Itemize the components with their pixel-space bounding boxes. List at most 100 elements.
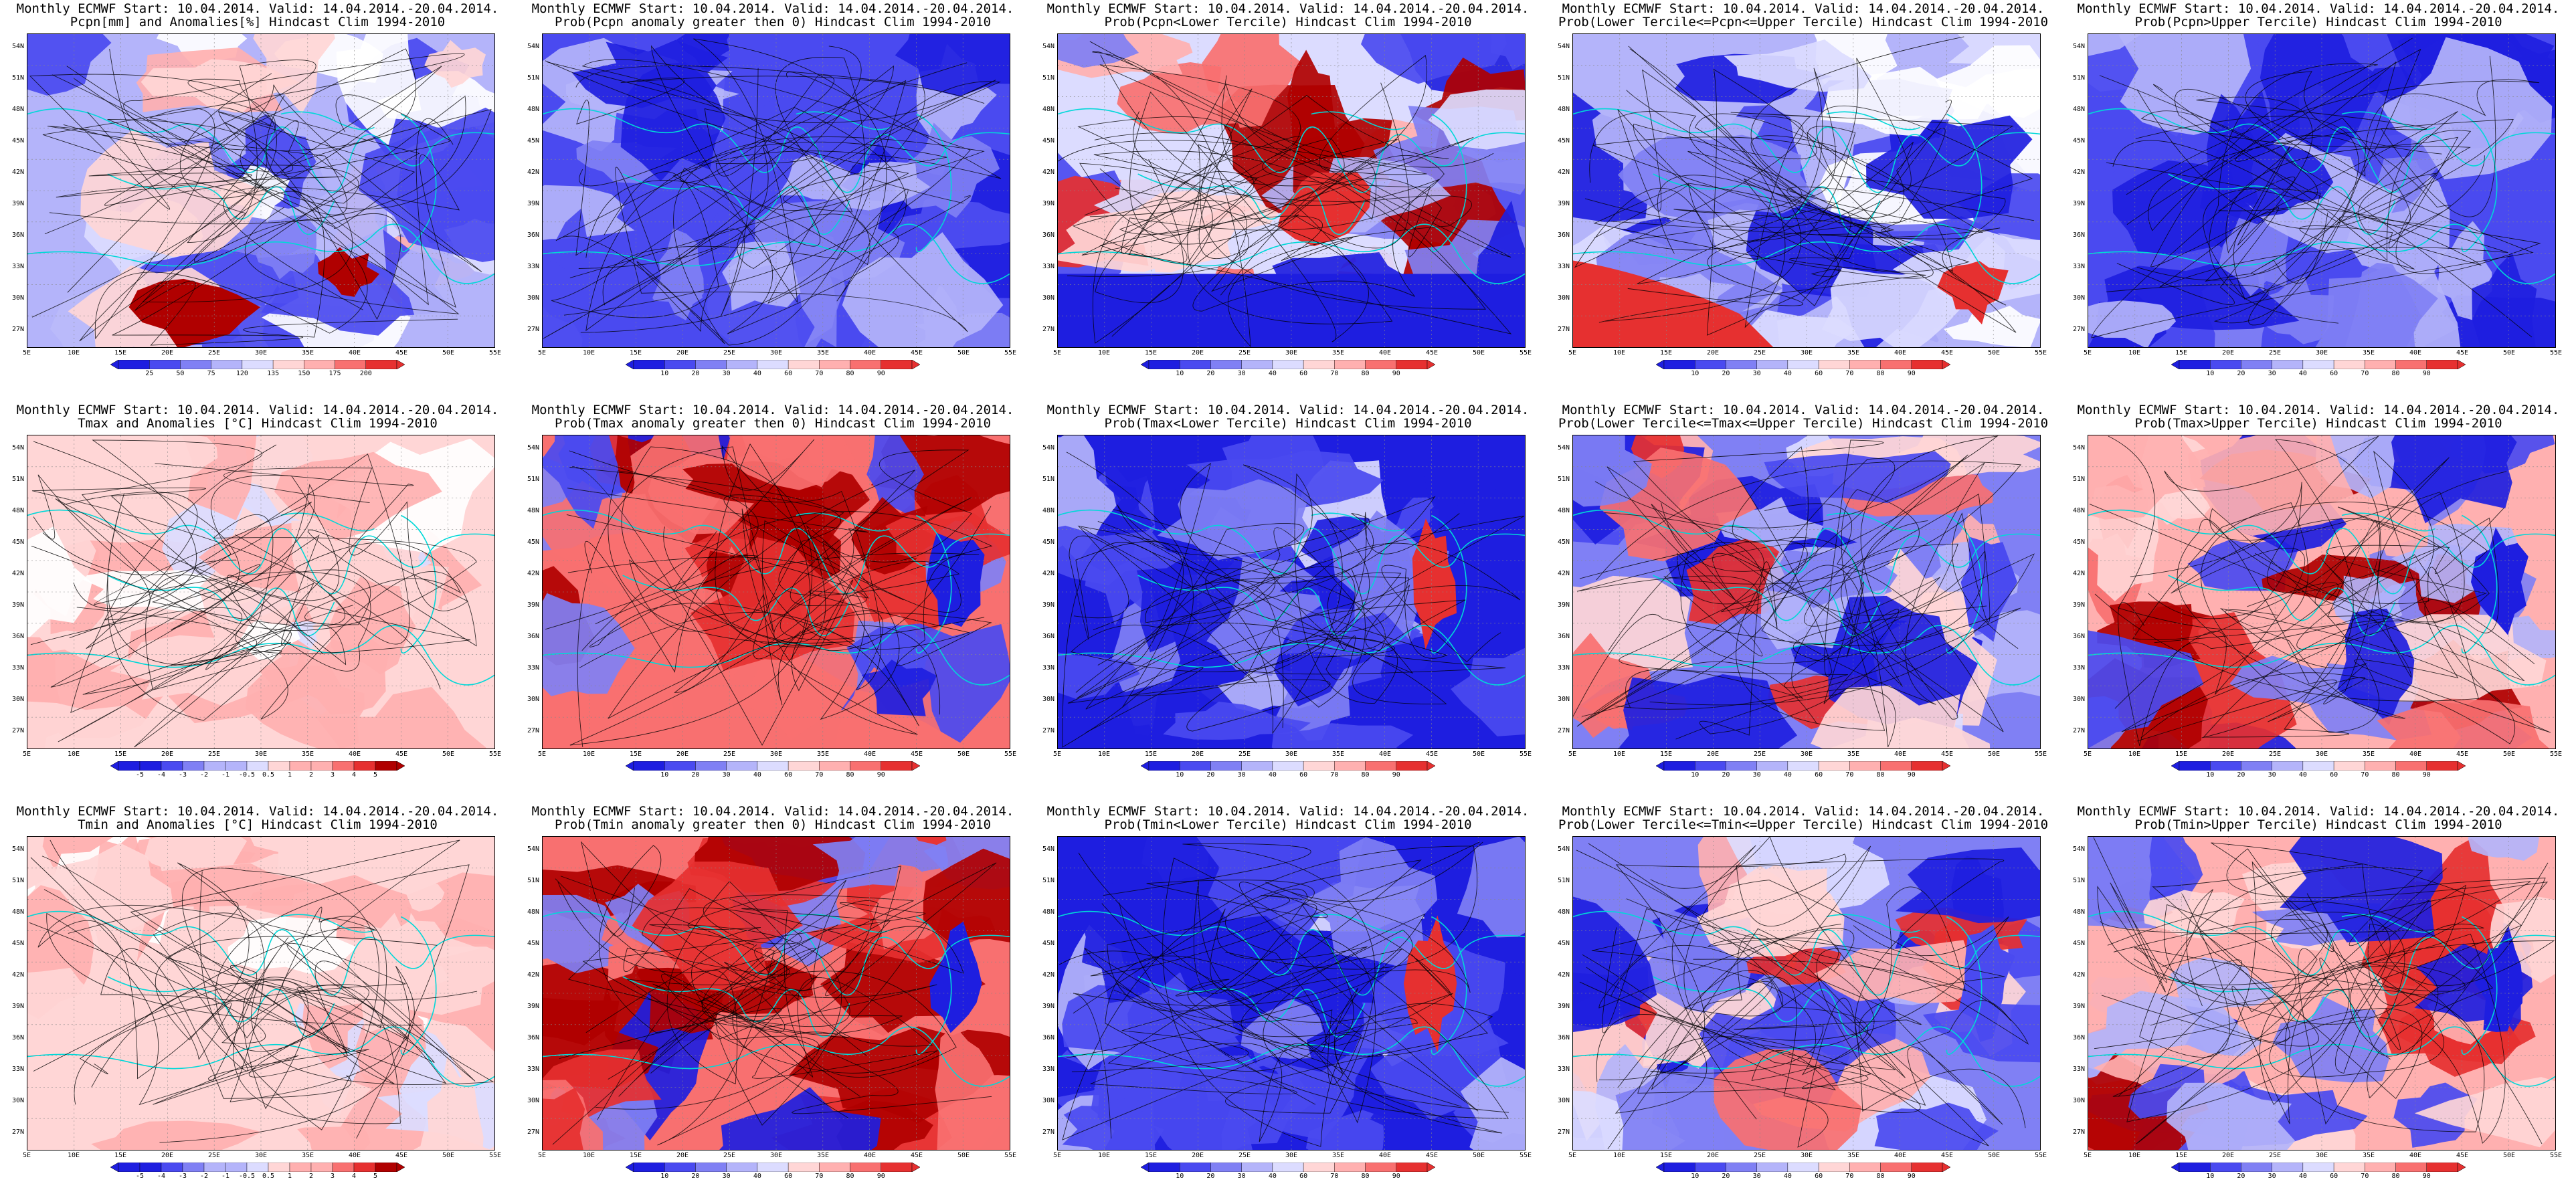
colorbar-tick-label: 80 <box>1876 370 1885 377</box>
longitude-tick-label: 10E <box>2128 349 2141 357</box>
panel-title-line2: Pcpn[mm] and Anomalies[%] Hindcast Clim … <box>70 15 446 29</box>
colorbar-tick-label: 75 <box>207 370 215 377</box>
colorbar-tick-label: -3 <box>178 1173 187 1180</box>
longitude-tick-label: 5E <box>537 750 547 758</box>
latitude-tick-label: 54N <box>2072 444 2085 452</box>
latitude-tick-label: 33N <box>1042 664 1054 672</box>
latitude-tick-label: 45N <box>1042 940 1054 947</box>
longitude-tick-label: 45E <box>2456 1152 2469 1159</box>
colorbar-tick-label: 70 <box>815 771 824 779</box>
colorbar <box>1656 761 1950 771</box>
colorbar-tick-label: -1 <box>221 771 230 779</box>
colorbar-tick-label: 60 <box>1815 370 1823 377</box>
latitude-tick-label: 33N <box>1557 263 1570 270</box>
longitude-tick-label: 50E <box>442 349 455 357</box>
panel-title-line1: Monthly ECMWF Start: 10.04.2014. Valid: … <box>2077 403 2560 417</box>
latitude-tick-label: 48N <box>1042 908 1054 916</box>
colorbar-tick-label: 50 <box>176 370 185 377</box>
latitude-tick-label: 30N <box>1042 294 1054 302</box>
colorbar-tick-label: 60 <box>2330 1173 2338 1180</box>
colorbar-tick-label: 40 <box>1783 1173 1792 1180</box>
longitude-tick-label: 25E <box>1238 349 1251 357</box>
colorbar-tick-label: 10 <box>2206 1173 2215 1180</box>
colorbar <box>1141 761 1435 771</box>
longitude-tick-label: 20E <box>1706 1152 1720 1159</box>
longitude-tick-label: 45E <box>910 1152 923 1159</box>
colorbar-tick-label: 30 <box>722 1173 731 1180</box>
latitude-tick-label: 39N <box>11 200 24 207</box>
colorbar-tick-label: 90 <box>1907 370 1916 377</box>
latitude-tick-label: 54N <box>11 444 24 452</box>
longitude-tick-label: 20E <box>161 750 174 758</box>
colorbar-tick-label: 80 <box>1361 771 1370 779</box>
longitude-tick-label: 5E <box>537 349 547 357</box>
latitude-tick-label: 42N <box>1042 570 1054 577</box>
latitude-tick-label: 39N <box>527 1003 539 1010</box>
longitude-tick-label: 5E <box>2083 750 2092 758</box>
latitude-tick-label: 27N <box>2072 727 2085 734</box>
longitude-tick-label: 40E <box>1894 349 1907 357</box>
longitude-tick-label: 45E <box>395 750 408 758</box>
longitude-tick-label: 25E <box>1753 750 1766 758</box>
map-plot-area <box>542 836 1010 1150</box>
colorbar-tick-label: 20 <box>2237 370 2245 377</box>
longitude-tick-label: 45E <box>395 1152 408 1159</box>
longitude-tick-label: 55E <box>1519 1152 1532 1159</box>
colorbar-tick-label: -1 <box>221 1173 230 1180</box>
latitude-tick-label: 54N <box>1042 43 1054 50</box>
colorbar-tick-label: 10 <box>1691 1173 1699 1180</box>
longitude-tick-label: 20E <box>676 349 689 357</box>
latitude-tick-label: 36N <box>527 1034 539 1041</box>
map-panel: Monthly ECMWF Start: 10.04.2014. Valid: … <box>2061 803 2576 1204</box>
colorbar-tick-label: 30 <box>1237 1173 1246 1180</box>
longitude-tick-label: 20E <box>1706 750 1720 758</box>
colorbar <box>2171 1163 2466 1172</box>
longitude-tick-label: 10E <box>1097 750 1111 758</box>
longitude-tick-label: 25E <box>1238 750 1251 758</box>
latitude-tick-label: 27N <box>11 727 24 734</box>
colorbar-tick-label: 80 <box>846 1173 854 1180</box>
longitude-tick-label: 5E <box>1052 349 1062 357</box>
colorbar-tick-label: 10 <box>660 1173 669 1180</box>
colorbar-tick-label: 10 <box>1176 370 1184 377</box>
latitude-tick-label: 48N <box>2072 507 2085 514</box>
longitude-tick-label: 20E <box>1191 1152 1204 1159</box>
longitude-tick-label: 45E <box>1940 1152 1954 1159</box>
longitude-tick-label: 45E <box>2456 750 2469 758</box>
colorbar-tick-label: 0.5 <box>262 771 275 779</box>
latitude-tick-label: 39N <box>2072 1003 2085 1010</box>
latitude-tick-label: 39N <box>1042 601 1054 609</box>
longitude-tick-label: 25E <box>723 349 736 357</box>
colorbar-tick-label: -2 <box>199 1173 209 1180</box>
latitude-tick-label: 51N <box>11 476 24 483</box>
longitude-tick-label: 25E <box>723 750 736 758</box>
longitude-tick-label: 10E <box>67 349 80 357</box>
longitude-tick-label: 30E <box>1285 349 1298 357</box>
latitude-tick-label: 51N <box>2072 877 2085 884</box>
map-panel: Monthly ECMWF Start: 10.04.2014. Valid: … <box>1030 401 1546 803</box>
longitude-tick-label: 15E <box>114 1152 127 1159</box>
latitude-tick-label: 27N <box>1042 727 1054 734</box>
latitude-tick-label: 39N <box>1557 1003 1570 1010</box>
longitude-tick-label: 5E <box>1568 349 1577 357</box>
latitude-tick-label: 51N <box>527 476 539 483</box>
panel-title-line1: Monthly ECMWF Start: 10.04.2014. Valid: … <box>531 1 1014 16</box>
longitude-tick-label: 5E <box>2083 349 2092 357</box>
longitude-tick-label: 45E <box>1425 349 1439 357</box>
latitude-tick-label: 51N <box>527 74 539 82</box>
longitude-tick-label: 50E <box>1472 1152 1485 1159</box>
colorbar-tick-label: 80 <box>1876 1173 1885 1180</box>
longitude-tick-label: 10E <box>67 750 80 758</box>
latitude-tick-label: 39N <box>2072 200 2085 207</box>
latitude-tick-label: 54N <box>11 845 24 853</box>
longitude-tick-label: 30E <box>254 1152 268 1159</box>
longitude-tick-label: 5E <box>1052 1152 1062 1159</box>
longitude-tick-label: 20E <box>2221 349 2235 357</box>
map-panel: Monthly ECMWF Start: 10.04.2014. Valid: … <box>0 803 515 1204</box>
colorbar-tick-label: 40 <box>2298 771 2307 779</box>
latitude-tick-label: 36N <box>1042 633 1054 640</box>
colorbar-tick-label: 20 <box>1722 370 1730 377</box>
longitude-tick-label: 10E <box>1613 1152 1626 1159</box>
latitude-tick-label: 30N <box>1557 294 1570 302</box>
longitude-tick-label: 55E <box>2034 349 2047 357</box>
